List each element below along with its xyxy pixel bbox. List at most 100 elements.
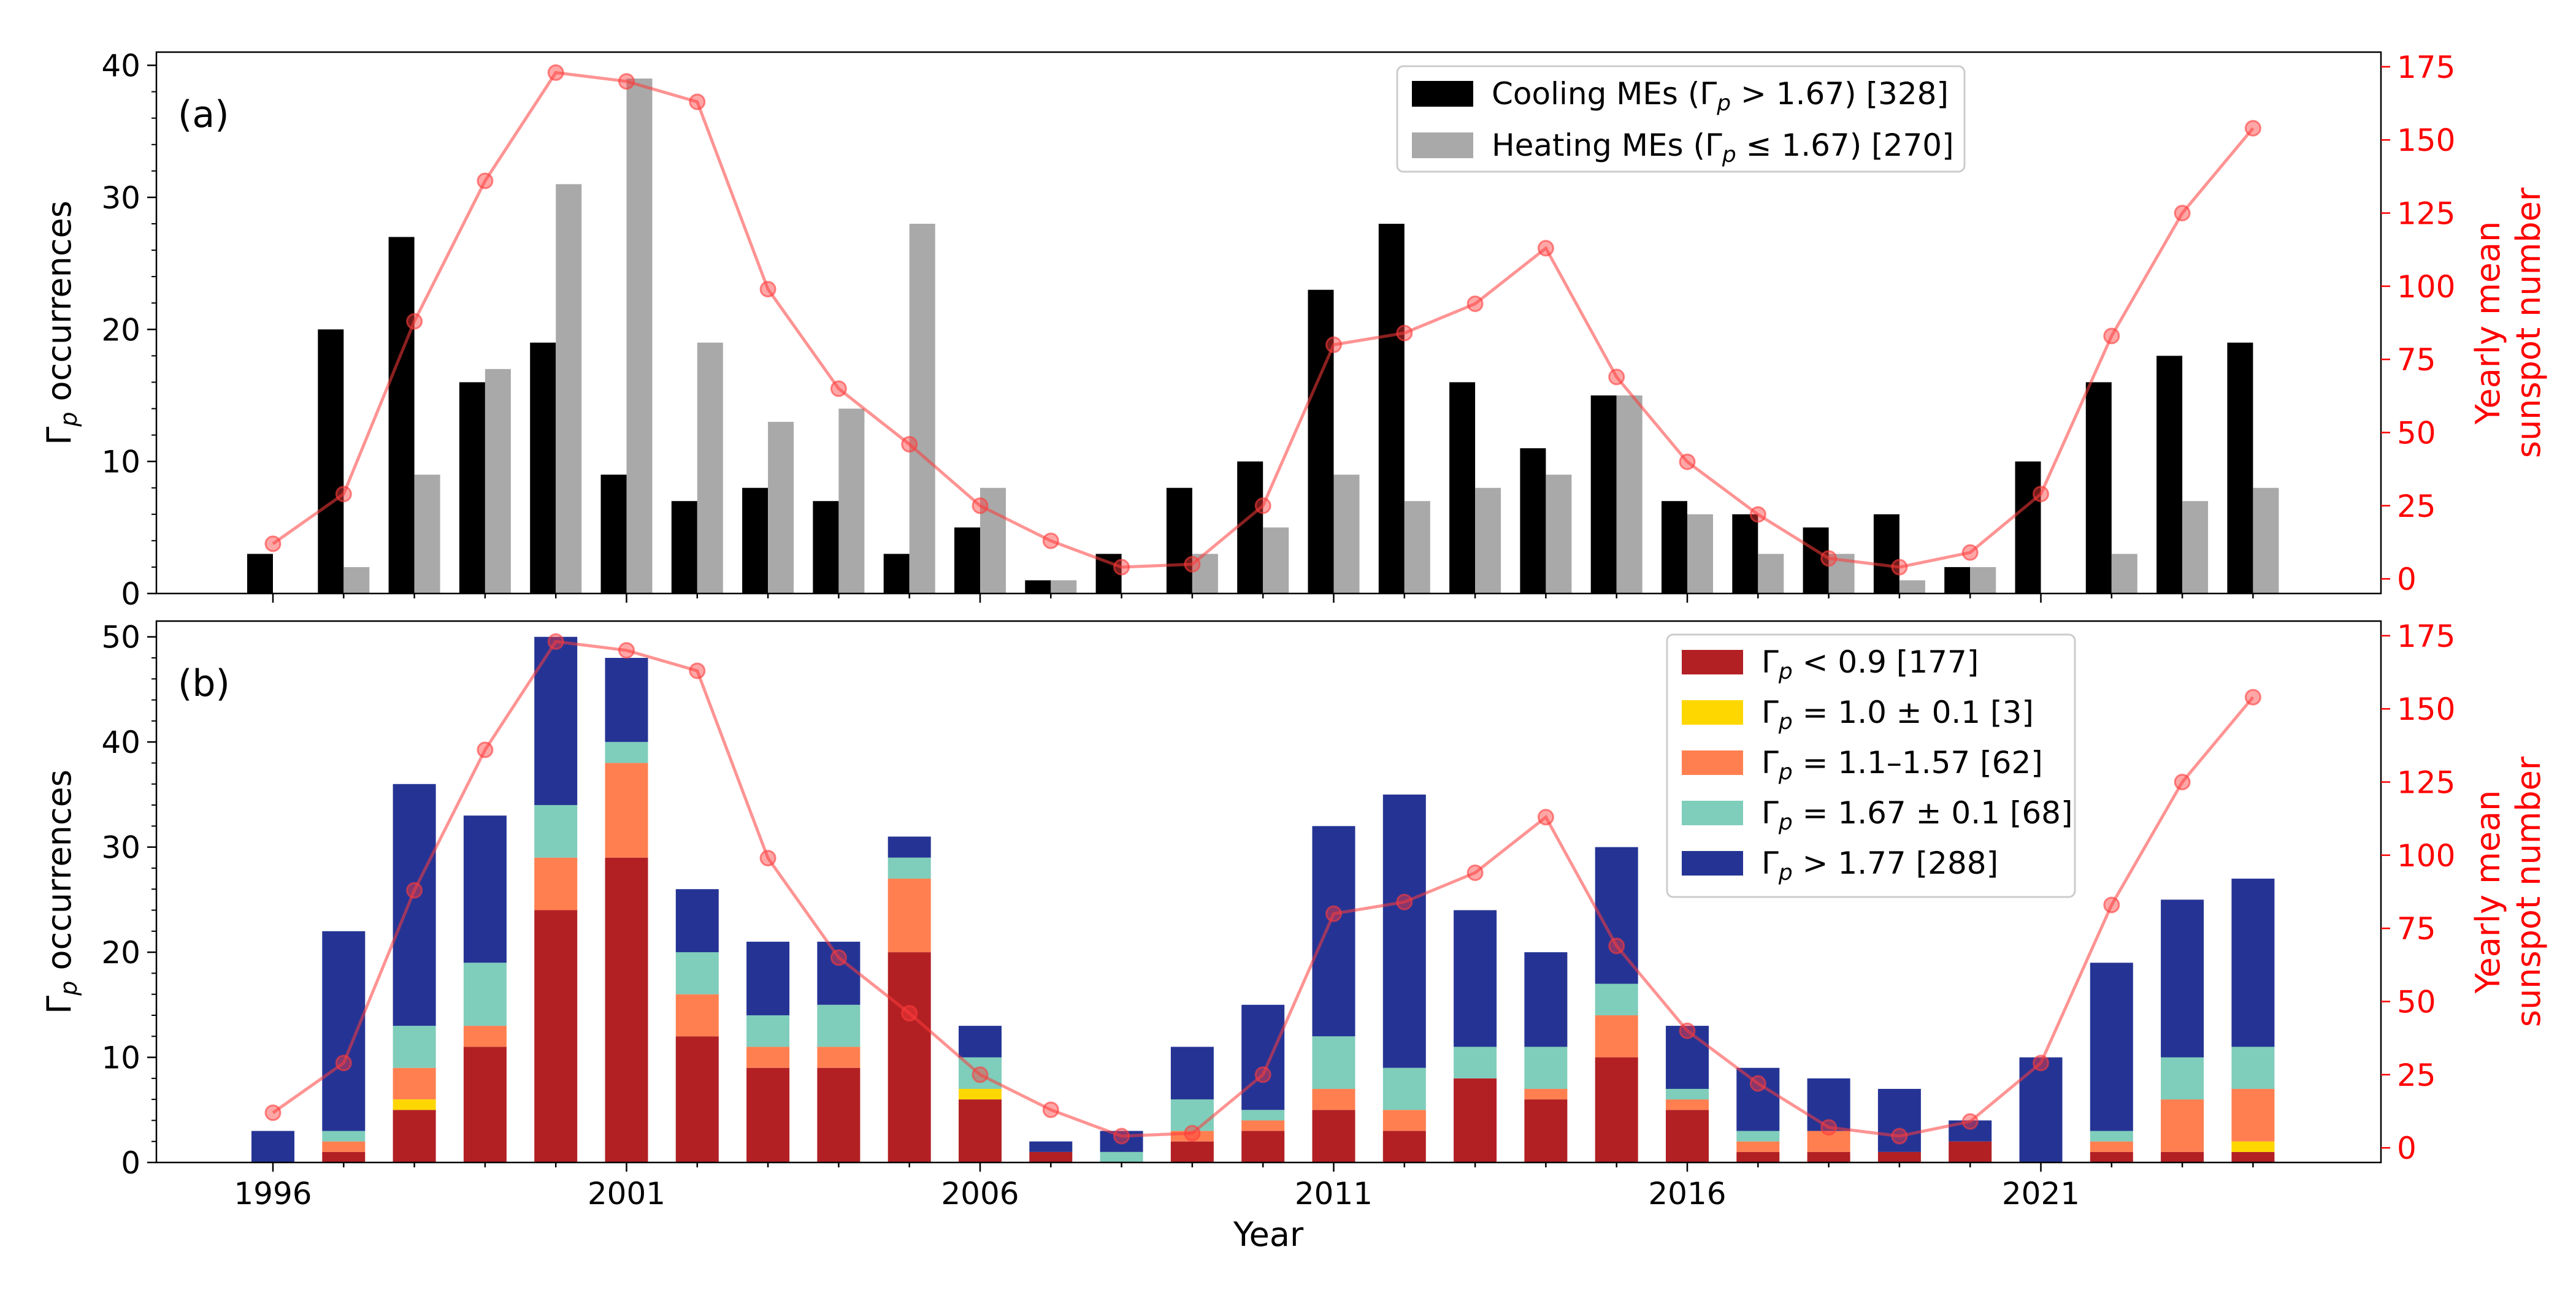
panel-b-ytick-label: 50: [101, 620, 140, 655]
panel-b-y2tick-label: 50: [2397, 984, 2436, 1020]
panel-a-y2tick-label: 100: [2397, 269, 2455, 305]
panel-b-bar-eq-1-67: [463, 963, 507, 1026]
panel-a-bar-heating: [2111, 554, 2137, 593]
panel-b-sunspot-point: [759, 850, 776, 867]
panel-a-bar-cooling: [1166, 487, 1192, 593]
panel-b-legend-entry: Γp > 1.77 [288]: [1761, 845, 1998, 885]
panel-b-bar-gt-1-77: [463, 815, 507, 963]
panel-b-sunspot-point: [1325, 905, 1342, 922]
panel-a-sunspot-point: [1184, 555, 1201, 573]
panel-b-sunspot-point: [2174, 774, 2191, 791]
panel-a-bar-cooling: [459, 382, 485, 593]
panel-a-sunspot-point: [759, 281, 776, 298]
panel-b-bar-eq-1-67: [1100, 1151, 1143, 1162]
panel-b-sunspot-point: [1042, 1101, 1059, 1118]
panel-b-bar-gt-1-77: [959, 1026, 1002, 1058]
panel-a-sunspot-point: [1466, 295, 1484, 312]
panel-b-ytick-label: 20: [101, 935, 140, 971]
panel-b-bar-range-1-1-1-57: [463, 1026, 507, 1047]
panel-b-bar-lt-0-9: [1454, 1078, 1497, 1162]
panel-b-bar-lt-0-9: [1029, 1151, 1073, 1162]
panel-a-bar-cooling: [883, 554, 910, 593]
panel-a-bar-heating: [414, 475, 440, 593]
panel-b-bar-range-1-1-1-57: [1241, 1120, 1285, 1131]
panel-b-xtick-label: 1996: [234, 1176, 312, 1212]
panel-b-bar-gt-1-77: [1170, 1047, 1214, 1100]
panel-a-bar-heating: [1263, 527, 1289, 593]
panel-a-sunspot-point: [2174, 205, 2191, 222]
panel-b-bar-gt-1-77: [2019, 1057, 2063, 1162]
panel-b-bar-lt-0-9: [1949, 1141, 1992, 1162]
panel-a-bar-cooling: [813, 501, 839, 593]
panel-b-bar-lt-0-9: [2161, 1151, 2204, 1162]
panel-b-bar-eq-1-0: [393, 1099, 436, 1110]
panel-a-sunspot-point: [901, 436, 918, 453]
panel-b-bar-lt-0-9: [675, 1036, 719, 1162]
panel-b-bar-gt-1-77: [251, 1131, 294, 1162]
panel-a-ytick-label: 40: [101, 48, 140, 84]
panel-b-sunspot-point: [689, 662, 706, 679]
panel-a-sunspot-point: [1608, 368, 1625, 386]
panel-a-sunspot-point: [1749, 506, 1766, 523]
panel-a-sunspot-point: [406, 313, 423, 330]
panel-b-bar-range-1-1-1-57: [393, 1067, 436, 1100]
panel-b-y2tick-label: 125: [2397, 765, 2455, 801]
panel-a-bar-cooling: [2015, 461, 2041, 593]
panel-a-bar-cooling: [318, 329, 344, 593]
panel-a-legend-entry: Heating MEs (Γp ≤ 1.67) [270]: [1492, 128, 1954, 167]
panel-b-sunspot-point: [972, 1066, 989, 1083]
panel-b-bar-lt-0-9: [2231, 1151, 2275, 1162]
panel-a-bar-heating: [2182, 501, 2209, 593]
panel-a-ytick-label: 10: [101, 445, 140, 480]
panel-b-bar-lt-0-9: [463, 1047, 507, 1162]
panel-b-bar-gt-1-77: [1312, 826, 1355, 1037]
panel-b-bar-gt-1-77: [2231, 879, 2275, 1047]
panel-b-sunspot-point: [477, 741, 494, 758]
panel-b-bar-lt-0-9: [1382, 1131, 1426, 1162]
panel-b-bar-range-1-1-1-57: [746, 1047, 790, 1068]
panel-a-label: (a): [178, 93, 229, 136]
panel-b-legend-entry: Γp = 1.0 ± 0.1 [3]: [1761, 695, 2034, 735]
panel-b-sunspot-point: [335, 1055, 352, 1072]
panel-b-bar-lt-0-9: [1170, 1141, 1214, 1162]
panel-b-sunspot-point: [1891, 1128, 1908, 1145]
panel-a-bar-cooling: [388, 237, 415, 593]
panel-a-bar-heating: [556, 184, 582, 593]
panel-a-bar-cooling: [671, 501, 697, 593]
panel-a-bar-cooling: [1308, 289, 1334, 593]
panel-b-xtick-label: 2011: [1295, 1176, 1373, 1212]
panel-a-bar-cooling: [1944, 567, 1971, 593]
panel-b-bar-gt-1-77: [2161, 899, 2204, 1058]
panel-a-y2label: Yearly meansunspot number: [2469, 187, 2548, 458]
panel-a-sunspot-point: [1396, 324, 1413, 342]
panel-b-sunspot-line: [272, 639, 2255, 1138]
panel-b-y2tick-label: 0: [2397, 1131, 2417, 1166]
panel-b-sunspot-point: [1961, 1113, 1979, 1130]
panel-b-bar-eq-1-0: [2231, 1141, 2275, 1152]
panel-a-ylabel: Γp occurrences: [40, 200, 82, 445]
panel-b-bar-gt-1-77: [1454, 910, 1497, 1047]
panel-b-sunspot-point: [1749, 1075, 1766, 1092]
panel-b-bar-lt-0-9: [746, 1067, 790, 1162]
panel-a-frame: [155, 51, 2382, 595]
panel-a-bar-heating: [485, 368, 511, 593]
panel-b-bar-eq-1-67: [2231, 1047, 2275, 1089]
panel-b-bar-eq-1-67: [746, 1015, 790, 1047]
panel-b-bar-eq-1-67: [1312, 1036, 1355, 1089]
panel-b-xtick-label: 2021: [2002, 1176, 2080, 1212]
panel-b-bar-gt-1-77: [393, 784, 436, 1026]
panel-b-bar-gt-1-77: [1877, 1088, 1921, 1152]
panel-b-bar-lt-0-9: [2090, 1151, 2133, 1162]
panel-a-y2tick-label: 25: [2397, 489, 2436, 524]
panel-b-ytick-label: 40: [101, 725, 140, 760]
panel-a-bar-cooling: [1732, 514, 1758, 593]
panel-b-legend: Γp < 0.9 [177] Γp = 1.0 ± 0.1 [3] Γp = 1.1…: [1666, 633, 2076, 898]
panel-a-sunspot-line: [272, 71, 2255, 569]
panel-b-bar-eq-1-67: [534, 805, 578, 858]
panel-b-y2tick-label: 75: [2397, 911, 2436, 947]
panel-b-ytick-label: 30: [101, 830, 140, 866]
panel-b-bar-gt-1-77: [1736, 1067, 1780, 1131]
panel-a-sunspot-point: [689, 93, 706, 110]
panel-b-sunspot-point: [1396, 893, 1413, 910]
